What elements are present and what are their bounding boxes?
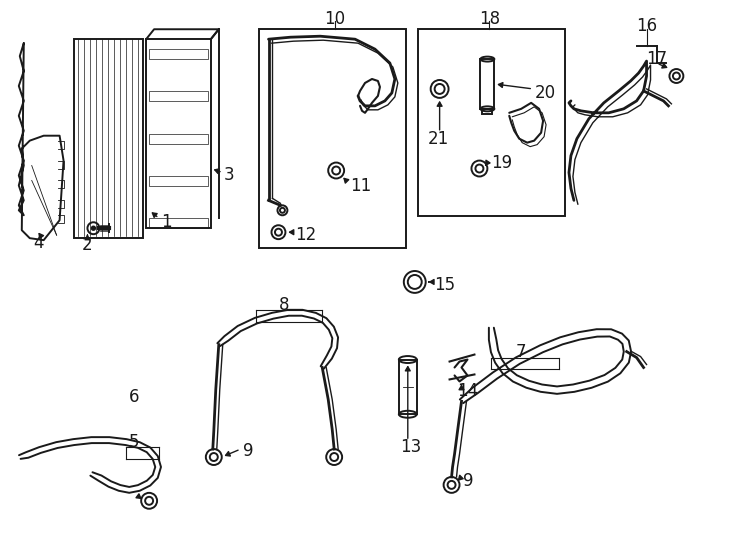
Circle shape	[92, 226, 95, 230]
Text: 3: 3	[224, 166, 234, 185]
Bar	[149, 176, 208, 186]
Text: 17: 17	[647, 50, 668, 68]
Text: 2: 2	[81, 236, 92, 254]
Text: 13: 13	[400, 438, 421, 456]
Bar	[481, 59, 494, 109]
Text: 12: 12	[295, 226, 316, 244]
Text: 4: 4	[34, 234, 44, 252]
Text: 16: 16	[636, 17, 658, 35]
Text: 21: 21	[428, 130, 449, 147]
Bar	[399, 360, 417, 414]
Text: 15: 15	[434, 276, 455, 294]
Text: 11: 11	[350, 178, 371, 195]
Text: 6: 6	[129, 388, 139, 406]
Bar	[482, 109, 493, 114]
Bar	[149, 134, 208, 144]
Bar	[146, 39, 211, 228]
Text: 18: 18	[479, 10, 500, 28]
Bar	[149, 49, 208, 59]
Text: 1: 1	[161, 213, 172, 231]
Text: 9: 9	[243, 442, 253, 460]
Text: 5: 5	[129, 433, 139, 451]
Text: 8: 8	[278, 296, 289, 314]
Bar	[418, 29, 565, 217]
Bar	[73, 39, 143, 238]
Bar	[149, 91, 208, 102]
Text: 9: 9	[462, 472, 473, 490]
Text: 7: 7	[515, 342, 526, 361]
Bar	[258, 29, 406, 248]
Text: 19: 19	[491, 153, 512, 172]
Text: 10: 10	[324, 10, 346, 28]
Bar	[149, 218, 208, 228]
Text: 14: 14	[457, 382, 479, 400]
Text: 20: 20	[535, 84, 556, 102]
